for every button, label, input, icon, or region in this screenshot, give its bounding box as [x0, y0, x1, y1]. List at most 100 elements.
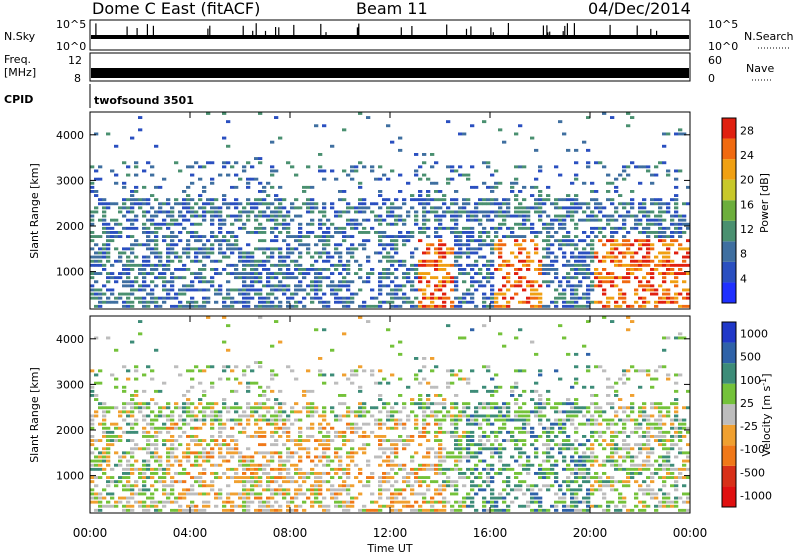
- data-cell: [458, 508, 463, 512]
- data-cell: [226, 120, 231, 124]
- data-cell: [278, 288, 283, 292]
- data-cell: [154, 414, 159, 418]
- data-cell: [238, 214, 243, 218]
- data-cell: [630, 263, 635, 267]
- data-cell: [418, 394, 423, 397]
- data-cell: [498, 206, 503, 210]
- data-cell: [662, 243, 667, 247]
- data-cell: [486, 480, 491, 484]
- data-cell: [202, 235, 207, 238]
- data-cell: [422, 365, 427, 369]
- data-cell: [214, 402, 219, 406]
- data-cell: [338, 280, 343, 284]
- data-cell: [350, 251, 355, 255]
- data-cell: [398, 340, 403, 344]
- data-cell: [418, 443, 423, 447]
- data-cell: [562, 263, 567, 267]
- data-cell: [118, 255, 123, 259]
- data-cell: [538, 508, 543, 512]
- data-cell: [570, 181, 575, 185]
- data-cell: [530, 206, 535, 210]
- data-cell: [566, 463, 571, 467]
- data-cell: [226, 173, 231, 177]
- data-cell: [602, 214, 607, 218]
- data-cell: [666, 226, 671, 230]
- data-cell: [530, 443, 535, 447]
- data-cell: [654, 231, 659, 234]
- data-cell: [418, 239, 423, 243]
- data-cell: [586, 263, 591, 267]
- data-cell: [514, 194, 519, 197]
- data-cell: [646, 251, 651, 255]
- data-cell: [674, 296, 679, 300]
- data-cell: [242, 304, 247, 308]
- data-cell: [122, 280, 127, 284]
- data-cell: [418, 165, 423, 169]
- data-cell: [286, 504, 291, 508]
- data-cell: [386, 426, 391, 430]
- data-cell: [286, 435, 291, 438]
- data-cell: [526, 300, 531, 304]
- data-cell: [114, 235, 119, 238]
- data-cell: [358, 231, 363, 234]
- data-cell: [630, 259, 635, 263]
- data-cell: [370, 508, 375, 512]
- data-cell: [326, 430, 331, 434]
- data-cell: [662, 251, 667, 255]
- data-cell: [142, 463, 147, 467]
- data-cell: [274, 402, 279, 406]
- data-cell: [534, 247, 539, 251]
- data-cell: [574, 451, 579, 455]
- data-cell: [190, 504, 195, 508]
- data-cell: [274, 214, 279, 218]
- data-cell: [346, 406, 351, 410]
- data-cell: [482, 296, 487, 300]
- data-cell: [238, 496, 243, 500]
- data-cell: [222, 268, 227, 271]
- data-cell: [674, 292, 679, 296]
- data-cell: [402, 439, 407, 442]
- data-cell: [462, 206, 467, 210]
- data-cell: [318, 357, 323, 360]
- data-cell: [322, 304, 327, 308]
- data-cell: [594, 406, 599, 410]
- data-cell: [222, 472, 227, 475]
- data-cell: [478, 222, 483, 226]
- data-cell: [426, 467, 431, 471]
- data-cell: [182, 467, 187, 471]
- data-cell: [510, 435, 515, 438]
- data-cell: [322, 381, 327, 385]
- data-cell: [638, 259, 643, 263]
- data-cell: [434, 231, 439, 234]
- data-cell: [442, 292, 447, 296]
- data-cell: [658, 231, 663, 234]
- data-cell: [262, 467, 267, 471]
- data-cell: [630, 268, 635, 271]
- data-cell: [558, 484, 563, 488]
- data-cell: [390, 426, 395, 430]
- data-cell: [178, 231, 183, 234]
- data-cell: [390, 259, 395, 263]
- data-cell: [386, 480, 391, 484]
- data-cell: [462, 476, 467, 479]
- data-cell: [434, 235, 439, 238]
- data-cell: [602, 369, 607, 373]
- data-cell: [326, 480, 331, 484]
- data-cell: [326, 463, 331, 467]
- y-tick-label: 4000: [56, 129, 84, 142]
- data-cell: [210, 414, 215, 418]
- data-cell: [334, 500, 339, 504]
- data-cell: [570, 255, 575, 259]
- data-cell: [206, 316, 211, 319]
- data-cell: [314, 296, 319, 300]
- data-cell: [390, 463, 395, 467]
- data-cell: [270, 414, 275, 418]
- data-cell: [682, 288, 687, 292]
- data-cell: [90, 235, 95, 238]
- data-cell: [278, 463, 283, 467]
- data-cell: [310, 222, 315, 226]
- data-cell: [390, 222, 395, 226]
- data-cell: [182, 394, 187, 397]
- data-cell: [310, 402, 315, 406]
- data-cell: [286, 304, 291, 308]
